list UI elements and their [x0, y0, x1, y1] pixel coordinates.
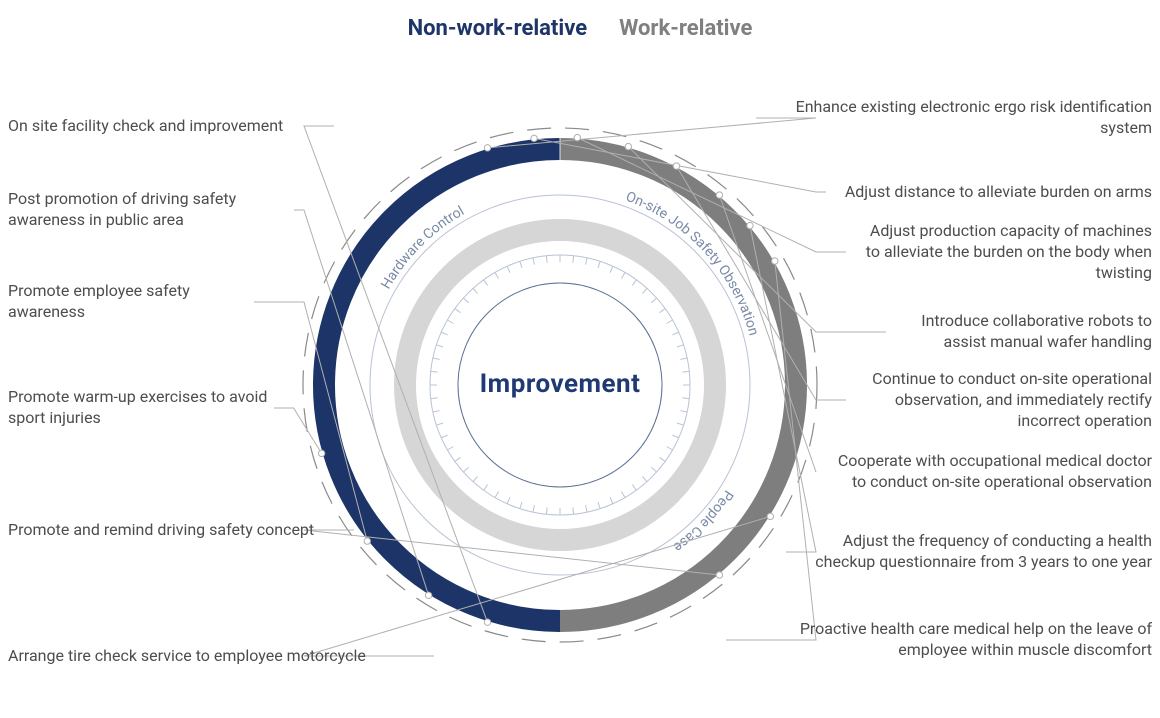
- work-dot-5: [716, 192, 722, 198]
- work-item-4: Continue to conduct on-site operational …: [852, 369, 1152, 431]
- non-work-item-1: Post promotion of driving safety awarene…: [8, 189, 288, 231]
- center-label: Improvement: [480, 369, 641, 399]
- work-item-2: Adjust production capacity of machines t…: [852, 221, 1152, 283]
- work-dot-2: [574, 134, 580, 140]
- work-item-5: Cooperate with occupational medical doct…: [822, 451, 1152, 493]
- legend-work: Work-relative: [619, 16, 752, 41]
- non-work-item-2: Promote employee safety awareness: [8, 281, 248, 323]
- non-work-item-5: Arrange tire check service to employee m…: [8, 646, 428, 667]
- work-item-6: Adjust the frequency of conducting a hea…: [792, 531, 1152, 573]
- work-item-3: Introduce collaborative robots to assist…: [892, 311, 1152, 353]
- work-item-0: Enhance existing electronic ergo risk id…: [762, 97, 1152, 139]
- work-dot-4: [673, 163, 679, 169]
- legend-non-work: Non-work-relative: [408, 16, 587, 41]
- non-work-dot-2: [364, 538, 370, 544]
- non-work-item-4: Promote and remind driving safety concep…: [8, 520, 348, 541]
- legend: Non-work-relative Work-relative: [0, 16, 1160, 41]
- diagram-stage: Non-work-relative Work-relative Improvem…: [0, 0, 1160, 718]
- work-item-1: Adjust distance to alleviate burden on a…: [832, 182, 1152, 203]
- non-work-dot-0: [484, 619, 490, 625]
- non-work-dot-4: [716, 572, 722, 578]
- work-dot-0: [484, 145, 490, 151]
- non-work-dot-1: [425, 592, 431, 598]
- work-dot-6: [747, 222, 753, 228]
- non-work-dot-3: [318, 450, 324, 456]
- work-item-7: Proactive health care medical help on th…: [732, 619, 1152, 661]
- non-work-dot-5: [767, 513, 773, 519]
- work-dot-1: [531, 135, 537, 141]
- non-work-item-0: On site facility check and improvement: [8, 116, 328, 137]
- work-dot-7: [772, 258, 778, 264]
- non-work-item-3: Promote warm-up exercises to avoid sport…: [8, 387, 268, 429]
- work-dot-3: [625, 143, 631, 149]
